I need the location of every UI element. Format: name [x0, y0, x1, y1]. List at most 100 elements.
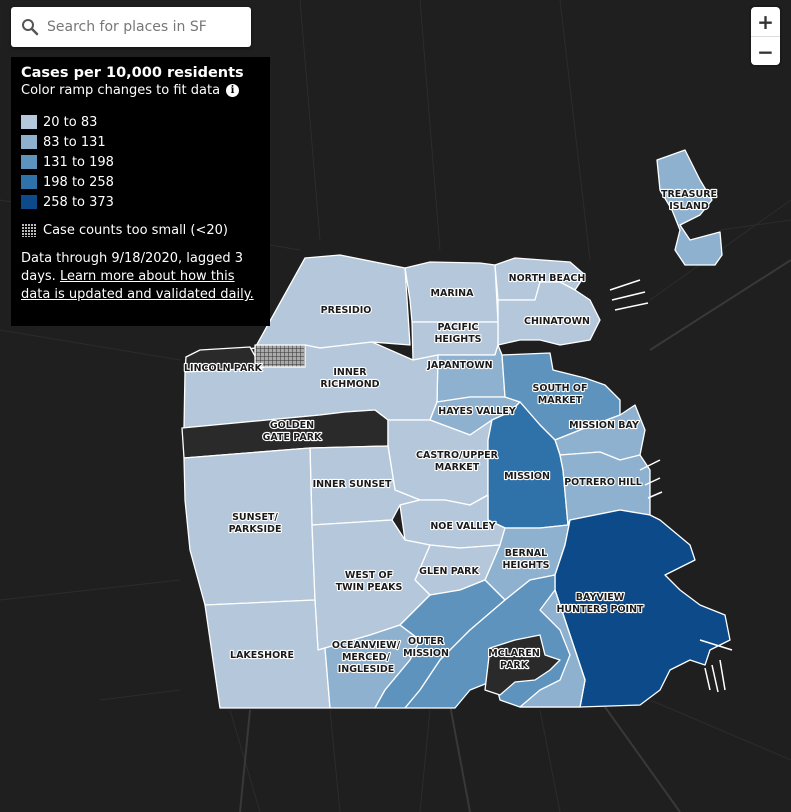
label-bernal-heights: BERNAL HEIGHTS	[502, 548, 549, 571]
info-icon[interactable]: i	[226, 84, 240, 97]
label-oceanview-merced-ingleside: OCEANVIEW/MERCED/INGLESIDE	[332, 640, 401, 675]
label-outer-mission: OUTER MISSION	[403, 636, 449, 659]
label-line: GOLDEN	[270, 420, 314, 431]
label-line: POTRERO HILL	[564, 477, 642, 488]
label-line: MERCED/	[342, 652, 391, 663]
label-line: MARINA	[431, 288, 475, 299]
search-icon	[21, 18, 39, 36]
nb-marina[interactable]	[404, 261, 499, 323]
label-lakeshore: LAKESHORE	[230, 650, 294, 661]
label-line: MARKET	[538, 395, 583, 406]
zoom-control: + −	[751, 7, 780, 65]
label-castro-upper-market: CASTRO/UPPER MARKET	[416, 450, 499, 473]
label-line: HEIGHTS	[434, 334, 481, 345]
label-line: SOUTH OF	[533, 383, 588, 394]
label-pacific-heights: PACIFIC HEIGHTS	[434, 322, 481, 345]
label-line: OCEANVIEW/	[332, 640, 401, 651]
nb-treasure-island[interactable]	[656, 149, 723, 266]
legend-swatch	[21, 135, 37, 149]
label-line: JAPANTOWN	[426, 360, 492, 371]
label-noe-valley: NOE VALLEY	[430, 521, 495, 532]
label-inner-sunset: INNER SUNSET	[313, 479, 392, 490]
label-line: CASTRO/UPPER	[416, 450, 499, 461]
label-line: HEIGHTS	[502, 560, 549, 571]
legend-bin-label: 131 to 198	[43, 154, 114, 170]
label-line: OUTER	[408, 636, 445, 647]
label-line: MISSION BAY	[569, 420, 639, 431]
label-line: WEST OF	[345, 570, 393, 581]
label-line: LAKESHORE	[230, 650, 294, 661]
legend-subtitle-text: Color ramp changes to fit data	[21, 83, 221, 98]
label-presidio: PRESIDIO	[321, 305, 372, 316]
label-glen-park: GLEN PARK	[419, 566, 479, 577]
label-chinatown: CHINATOWN	[524, 316, 590, 327]
label-line: LINCOLN PARK	[184, 363, 263, 374]
legend-bins: 20 to 83 83 to 131 131 to 198 198 to 258…	[21, 112, 260, 212]
label-north-beach: NORTH BEACH	[509, 273, 586, 284]
label-line: MISSION	[403, 648, 449, 659]
label-line: PACIFIC	[438, 322, 479, 333]
label-japantown: JAPANTOWN	[426, 360, 492, 371]
label-west-of-twin-peaks: WEST OF TWIN PEAKS	[336, 570, 403, 593]
label-inner-richmond: INNER RICHMOND	[320, 367, 379, 390]
label-line: BERNAL	[505, 548, 547, 559]
label-line: RICHMOND	[320, 379, 379, 390]
label-marina: MARINA	[431, 288, 475, 299]
legend-bin-label: 83 to 131	[43, 134, 106, 150]
label-line: ISLAND	[669, 201, 709, 212]
legend-bin-2: 131 to 198	[21, 152, 260, 172]
neighborhood-labels: PRESIDIO MARINA NORTH BEACH CHINATOWN PA…	[183, 188, 718, 676]
nb-mclaren-park[interactable]	[484, 634, 561, 696]
zoom-in-button[interactable]: +	[757, 9, 774, 34]
legend-subtitle: Color ramp changes to fit data i	[21, 83, 260, 98]
label-line: GATE PARK	[263, 432, 322, 443]
label-line: MARKET	[435, 462, 480, 473]
hatch-swatch	[21, 223, 37, 237]
label-line: INGLESIDE	[338, 664, 395, 675]
legend-note: Data through 9/18/2020, lagged 3 days. L…	[21, 250, 260, 304]
label-line: INNER SUNSET	[313, 479, 392, 490]
label-line: CHINATOWN	[524, 316, 590, 327]
label-line: GLEN PARK	[419, 566, 479, 577]
legend-bin-1: 83 to 131	[21, 132, 260, 152]
label-line: NOE VALLEY	[430, 521, 495, 532]
label-line: NORTH BEACH	[509, 273, 586, 284]
legend-bin-3: 198 to 258	[21, 172, 260, 192]
legend-bin-4: 258 to 373	[21, 192, 260, 212]
label-line: PRESIDIO	[321, 305, 372, 316]
nb-chinatown[interactable]	[497, 281, 601, 346]
search-input[interactable]	[45, 18, 239, 36]
label-hayes-valley: HAYES VALLEY	[438, 406, 516, 417]
legend-title: Cases per 10,000 residents	[21, 65, 244, 81]
legend-small-counts: Case counts too small (<20)	[21, 220, 260, 240]
legend-swatch	[21, 195, 37, 209]
label-mission-bay: MISSION BAY	[569, 420, 639, 431]
nb-seacliff-small[interactable]	[254, 344, 306, 368]
zoom-out-button[interactable]: −	[751, 36, 780, 66]
label-bayview-hunters-point: BAYVIEW HUNTERS POINT	[556, 592, 644, 615]
legend-bin-label: 258 to 373	[43, 194, 114, 210]
search-box[interactable]	[11, 7, 251, 47]
label-sunset-parkside: SUNSET/PARKSIDE	[229, 512, 282, 535]
legend-panel: Cases per 10,000 residents Color ramp ch…	[11, 57, 270, 326]
label-mclaren-park: MCLAREN PARK	[488, 648, 540, 671]
label-golden-gate-park: GOLDEN GATE PARK	[263, 420, 322, 443]
nb-visitacion-valley[interactable]	[519, 589, 586, 708]
label-potrero-hill: POTRERO HILL	[564, 477, 642, 488]
legend-note-text: Data through 9/18/2020, lagged 3 days.	[21, 251, 244, 284]
label-mission: MISSION	[504, 471, 550, 482]
label-line: PARKSIDE	[229, 524, 282, 535]
label-lincoln-park: LINCOLN PARK	[184, 363, 263, 374]
highway-lines	[239, 259, 791, 812]
legend-bin-0: 20 to 83	[21, 112, 260, 132]
legend-swatch	[21, 175, 37, 189]
label-line: HAYES VALLEY	[438, 406, 516, 417]
learn-more-link[interactable]: Learn more about how this data is update…	[21, 269, 254, 302]
label-south-of-market: SOUTH OF MARKET	[533, 383, 588, 406]
label-line: TWIN PEAKS	[336, 582, 403, 593]
legend-bin-label: 198 to 258	[43, 174, 114, 190]
legend-swatch	[21, 115, 37, 129]
label-treasure-island: TREASURE ISLAND	[661, 189, 717, 212]
label-line: BAYVIEW	[576, 592, 625, 603]
